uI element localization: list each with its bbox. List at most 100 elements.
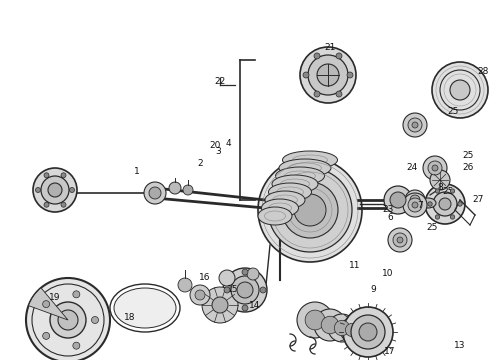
Text: 14: 14 [249, 301, 261, 310]
Text: 24: 24 [406, 163, 417, 172]
Circle shape [61, 202, 66, 207]
Circle shape [70, 188, 74, 193]
Circle shape [410, 195, 420, 205]
Text: 7: 7 [417, 201, 423, 210]
Circle shape [388, 228, 412, 252]
Circle shape [169, 182, 181, 194]
Circle shape [403, 193, 427, 217]
Circle shape [258, 158, 362, 262]
Ellipse shape [114, 288, 176, 328]
Circle shape [432, 62, 488, 118]
Circle shape [305, 310, 325, 330]
Circle shape [405, 190, 425, 210]
Circle shape [351, 315, 385, 349]
Text: 25: 25 [426, 224, 438, 233]
Text: 13: 13 [454, 341, 466, 350]
Circle shape [435, 189, 440, 193]
Circle shape [343, 307, 393, 357]
Circle shape [61, 173, 66, 178]
Circle shape [297, 302, 333, 338]
Circle shape [425, 184, 465, 224]
Circle shape [44, 173, 49, 178]
Circle shape [359, 323, 377, 341]
Circle shape [73, 342, 80, 349]
Circle shape [43, 301, 49, 308]
Ellipse shape [279, 159, 331, 177]
Circle shape [450, 215, 455, 219]
Circle shape [314, 91, 320, 97]
Text: 25: 25 [442, 188, 454, 197]
Text: 6: 6 [387, 213, 393, 222]
Circle shape [428, 202, 432, 206]
Circle shape [50, 302, 86, 338]
Ellipse shape [262, 199, 298, 217]
Circle shape [149, 187, 161, 199]
Text: 8: 8 [437, 184, 443, 193]
Text: 25: 25 [462, 150, 474, 159]
Circle shape [224, 287, 230, 293]
Circle shape [73, 291, 80, 298]
Circle shape [336, 91, 342, 97]
Circle shape [44, 202, 49, 207]
Ellipse shape [283, 151, 338, 169]
Circle shape [303, 72, 309, 78]
Circle shape [219, 270, 235, 286]
Circle shape [336, 53, 342, 59]
Text: 3: 3 [215, 148, 221, 157]
Circle shape [33, 168, 77, 212]
Circle shape [41, 176, 69, 204]
Circle shape [384, 186, 412, 214]
Circle shape [428, 161, 442, 175]
Text: 10: 10 [382, 269, 394, 278]
Circle shape [260, 287, 266, 293]
Text: 26: 26 [462, 163, 474, 172]
Text: 22: 22 [215, 77, 225, 86]
Circle shape [202, 287, 238, 323]
Wedge shape [28, 288, 68, 320]
Circle shape [26, 278, 110, 360]
Circle shape [212, 297, 228, 313]
Text: 16: 16 [199, 274, 211, 283]
Text: 1: 1 [134, 167, 140, 176]
Circle shape [268, 168, 352, 252]
Circle shape [195, 290, 205, 300]
Circle shape [92, 316, 98, 324]
Text: 19: 19 [49, 293, 61, 302]
Text: 20: 20 [209, 140, 220, 149]
Circle shape [345, 323, 359, 337]
Text: 18: 18 [124, 314, 136, 323]
Circle shape [450, 189, 455, 193]
Circle shape [247, 268, 259, 280]
Ellipse shape [420, 198, 436, 208]
Ellipse shape [265, 191, 305, 209]
Text: 21: 21 [324, 44, 336, 53]
Circle shape [144, 182, 166, 204]
Circle shape [397, 237, 403, 243]
Circle shape [408, 198, 422, 212]
Circle shape [393, 233, 407, 247]
Circle shape [43, 332, 49, 339]
Circle shape [48, 183, 62, 197]
Circle shape [412, 122, 418, 128]
Circle shape [430, 170, 450, 190]
Ellipse shape [258, 207, 292, 225]
Circle shape [439, 198, 451, 210]
Text: 17: 17 [384, 347, 396, 356]
Ellipse shape [269, 183, 312, 201]
Circle shape [412, 202, 418, 208]
Circle shape [231, 276, 259, 304]
Circle shape [223, 268, 267, 312]
Circle shape [340, 318, 364, 342]
Text: 27: 27 [472, 195, 484, 204]
Circle shape [423, 156, 447, 180]
Circle shape [35, 188, 41, 193]
Circle shape [403, 113, 427, 137]
Circle shape [334, 320, 350, 336]
Circle shape [433, 192, 457, 216]
Text: 2: 2 [197, 158, 203, 167]
Circle shape [282, 182, 338, 238]
Circle shape [300, 47, 356, 103]
Text: 23: 23 [382, 206, 393, 215]
Text: 4: 4 [225, 139, 231, 148]
Circle shape [242, 305, 248, 311]
